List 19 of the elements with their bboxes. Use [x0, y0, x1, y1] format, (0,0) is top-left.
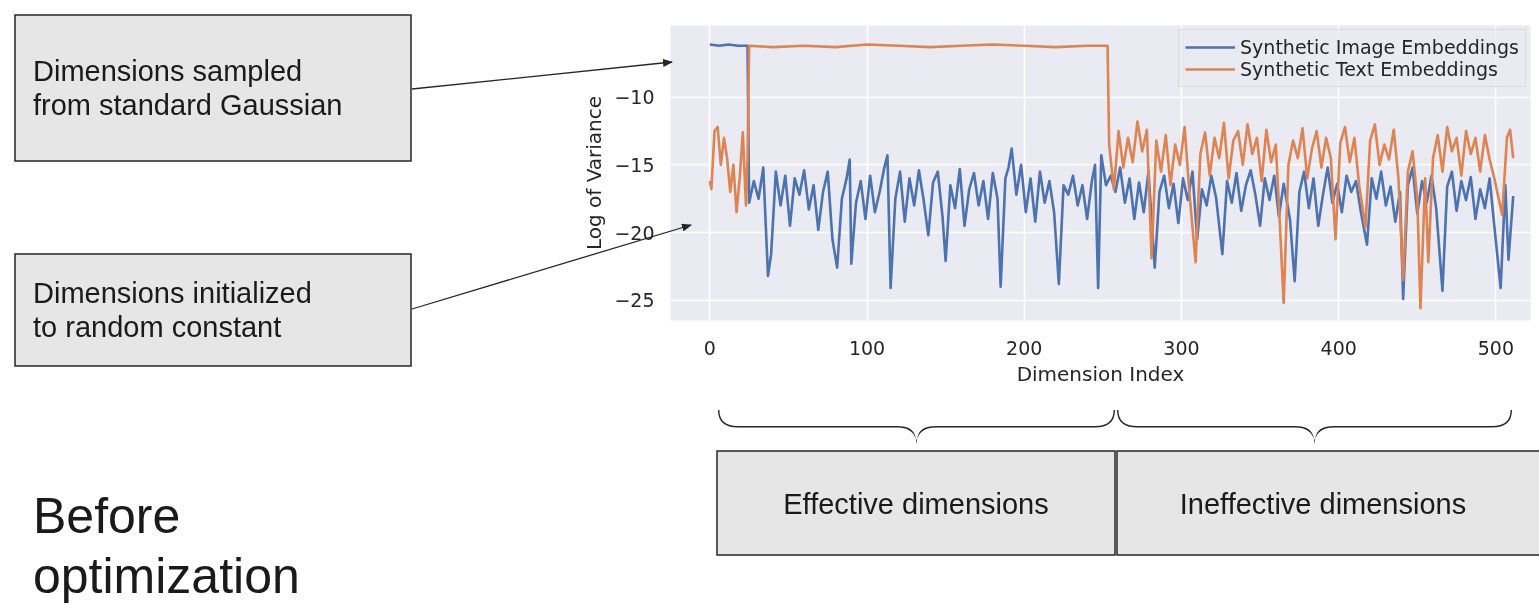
- x-tick-label: 300: [1163, 336, 1200, 359]
- y-tick-label: −20: [614, 221, 655, 244]
- x-tick-label: 400: [1320, 336, 1357, 359]
- x-tick-label: 0: [703, 336, 716, 359]
- x-tick-label: 100: [848, 336, 886, 359]
- y-tick-label: −10: [614, 86, 655, 109]
- text: Ineffective dimensions: [1179, 487, 1467, 520]
- text: Dimensions sampled from standard Gaussian: [33, 54, 343, 122]
- y-axis-title: Log of Variance: [582, 95, 607, 251]
- y-tick-label: −25: [614, 289, 655, 312]
- x-tick-label: 200: [1006, 336, 1043, 359]
- y-tick-label: −15: [614, 153, 655, 176]
- text: Effective dimensions: [783, 487, 1049, 520]
- legend-label: Synthetic Image Embeddings: [1240, 36, 1519, 58]
- legend-label: Synthetic Text Embeddings: [1240, 58, 1498, 80]
- text: Before optimization: [33, 487, 300, 604]
- x-tick-label: 500: [1477, 336, 1515, 359]
- text: Dimensions initialized to random constant: [33, 276, 312, 344]
- x-axis-title: Dimension Index: [1016, 361, 1185, 386]
